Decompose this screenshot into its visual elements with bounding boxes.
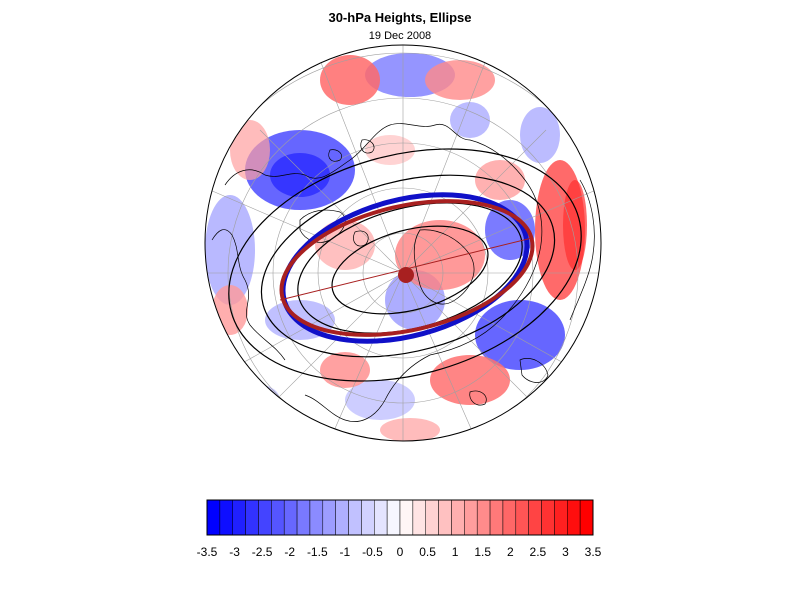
anomaly-blob — [475, 300, 565, 370]
colorbar-bin — [502, 499, 517, 536]
colorbar-bin — [567, 499, 581, 536]
anomaly-blob — [395, 220, 485, 290]
map-title: 30-hPa Heights, Ellipse — [328, 10, 472, 25]
anomaly-blob — [425, 60, 495, 100]
colorbar-tick-label: -2 — [284, 545, 295, 559]
colorbar-tick-label: 0.5 — [419, 545, 436, 559]
anomaly-blob — [475, 160, 525, 200]
anomaly-blob — [450, 102, 490, 138]
colorbar-bin — [399, 499, 414, 536]
colorbar-tick-label: -0.5 — [362, 545, 383, 559]
anomaly-blob — [270, 153, 330, 197]
colorbar-tick-label: 3 — [562, 545, 569, 559]
colorbar-bin — [489, 499, 504, 536]
colorbar-bin — [464, 499, 478, 536]
colorbar-bin — [541, 499, 555, 536]
longitude-line — [229, 272, 404, 371]
height-contour — [228, 148, 582, 382]
colorbar-tick-label: -3 — [229, 545, 240, 559]
longitude-line — [402, 272, 577, 371]
colorbar-tick-label: 3.5 — [585, 545, 602, 559]
colorbar-bin — [296, 499, 311, 536]
colorbar-tick-label: -1 — [340, 545, 351, 559]
anomaly-blob — [380, 418, 440, 441]
height-contour — [260, 174, 556, 358]
anomaly-blob — [230, 120, 270, 180]
colorbar-tick-label: -1.5 — [307, 545, 328, 559]
colorbar-bin — [451, 499, 465, 536]
colorbar-bin — [528, 499, 542, 536]
graticule — [205, 45, 601, 441]
anomaly-blob — [563, 180, 587, 270]
map-subtitle: 19 Dec 2008 — [368, 30, 432, 42]
ellipse-center-marker — [398, 267, 414, 283]
colorbar-tick-label: 2.5 — [530, 545, 547, 559]
anomaly-blob — [365, 135, 415, 165]
colorbar-bin — [245, 499, 259, 536]
anomaly-blob — [520, 107, 560, 163]
map-border — [204, 44, 602, 442]
coastline — [211, 229, 286, 361]
colorbar-bin — [283, 499, 298, 536]
colorbar-bin — [476, 499, 491, 536]
colorbar-tick-label: 1.5 — [474, 545, 491, 559]
colorbar-bin — [348, 499, 362, 536]
anomaly-blob — [205, 195, 255, 305]
longitude-line — [402, 272, 477, 441]
colorbar-bin — [309, 499, 324, 536]
colorbar-bin — [322, 499, 336, 536]
longitude-line — [259, 129, 404, 274]
colorbar-bin — [515, 499, 529, 536]
coastline — [469, 390, 487, 406]
colorbar-bin — [335, 499, 349, 536]
colorbar-tick-label: 1 — [452, 545, 459, 559]
anomaly-blob — [320, 55, 380, 105]
colorbar-bin — [425, 499, 439, 536]
colorbar-tick-label: -3.5 — [197, 545, 218, 559]
coastline — [429, 139, 543, 356]
coastline — [304, 354, 431, 422]
colorbar-bins — [206, 499, 594, 536]
colorbar-bin — [412, 499, 426, 536]
anomaly-blob — [345, 380, 415, 420]
colorbar-tick-labels: -3.5 -3 -2.5 -2 -1.5 -1 -0.5 0 0.5 1 1.5 2 2.5 3 3.5 — [197, 545, 602, 559]
longitude-line — [259, 272, 404, 417]
colorbar-frame — [206, 499, 594, 536]
colorbar-bin — [438, 499, 452, 536]
coastline — [569, 179, 595, 321]
longitude-line — [319, 59, 404, 274]
colorbar-bin — [271, 499, 285, 536]
colorbar-bin — [579, 499, 594, 536]
longitude-line — [402, 189, 597, 274]
longitude-line — [402, 59, 487, 274]
anomaly-blob — [430, 355, 510, 405]
coastline — [360, 139, 375, 154]
colorbar-bin — [554, 499, 568, 536]
coastline — [328, 149, 343, 162]
coastlines — [211, 123, 595, 422]
coastline — [224, 123, 471, 186]
coastline — [413, 229, 475, 305]
colorbar-tick-label: 2 — [507, 545, 514, 559]
colorbar-bin — [386, 499, 401, 536]
vortex-ellipse-red — [279, 199, 535, 337]
colorbar-bin — [361, 499, 375, 536]
coastline — [519, 358, 549, 383]
colorbar-bin — [258, 499, 272, 536]
colorbar-tick-label: -2.5 — [252, 545, 273, 559]
colorbar-bin — [206, 499, 221, 536]
colorbar-bin — [219, 499, 233, 536]
colorbar-bin — [374, 499, 388, 536]
colorbar-tick-label: 0 — [397, 545, 404, 559]
colorbar-bin — [232, 499, 246, 536]
longitude-line — [209, 189, 404, 274]
